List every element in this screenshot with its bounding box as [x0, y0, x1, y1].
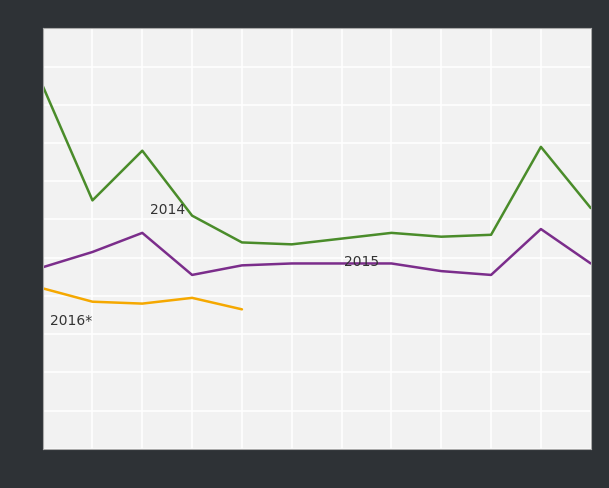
Text: 2016*: 2016* — [50, 313, 93, 327]
Text: 2015: 2015 — [344, 255, 379, 269]
Text: 2014: 2014 — [150, 202, 185, 216]
